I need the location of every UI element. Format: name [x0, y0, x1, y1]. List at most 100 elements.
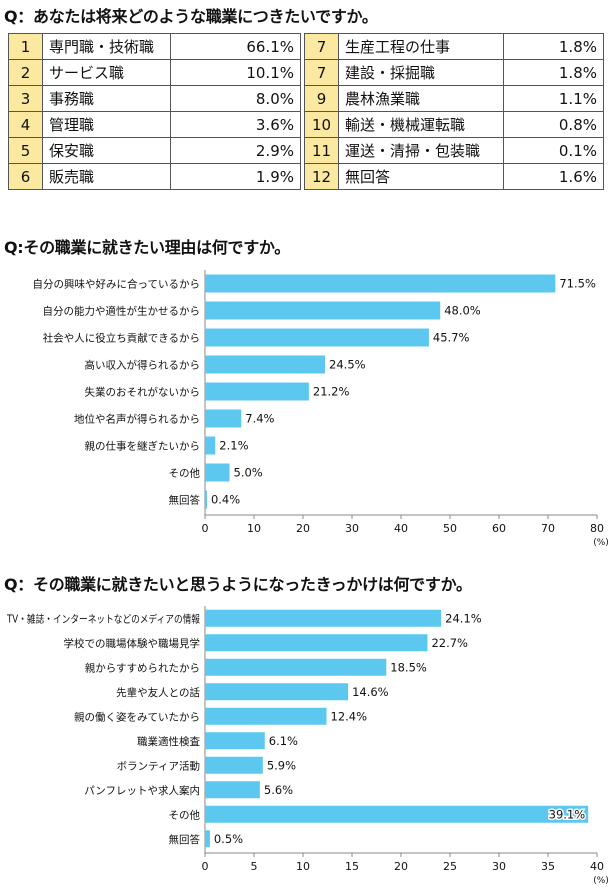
bar — [205, 274, 556, 293]
value-label: 24.5% — [329, 358, 366, 372]
tick-label: 25 — [443, 860, 457, 873]
occupation-name: 専門職・技術職 — [42, 33, 171, 60]
tick-label: 80 — [590, 522, 604, 535]
value-label: 21.2% — [313, 385, 350, 399]
category-label: 職業適性検査 — [137, 735, 200, 748]
tick-label: 20 — [296, 522, 310, 535]
category-label: 無回答 — [169, 494, 201, 507]
bar — [205, 634, 428, 652]
occupation-percent: 1.8% — [503, 33, 604, 60]
value-label: 0.4% — [211, 493, 240, 507]
occupation-percent: 1.6% — [503, 163, 604, 190]
occupation-name: 管理職 — [42, 111, 171, 138]
category-label: 先輩や友人との話 — [116, 686, 200, 699]
occupation-name: サービス職 — [42, 59, 171, 86]
category-label: TV・雑誌・インターネットなどのメディアの情報 — [6, 612, 200, 625]
bar — [205, 436, 216, 455]
rank-number: 6 — [8, 163, 43, 190]
rank-number: 7 — [304, 59, 339, 86]
tick-label: 40 — [590, 860, 604, 873]
value-label: 39.1% — [549, 807, 586, 821]
rank-number: 7 — [304, 33, 339, 60]
rank-number: 11 — [304, 137, 339, 164]
table-row: 1 専門職・技術職 66.1% 7 生産工程の仕事 1.8% — [8, 33, 604, 60]
trigger-bar-chart: TV・雑誌・インターネットなどのメディアの情報 24.1% 学校での職場体験や職場見… — [6, 606, 609, 886]
bar — [205, 658, 387, 676]
bar — [205, 830, 210, 848]
bar — [205, 609, 442, 627]
category-label: 社会や人に役立ち貢献できるから — [43, 332, 200, 345]
value-label: 2.1% — [219, 439, 248, 453]
category-label: 地位や名声が得られるから — [74, 413, 200, 426]
unit-label: (%) — [593, 538, 609, 548]
tick-label: 10 — [247, 522, 261, 535]
occupation-name: 建設・採掘職 — [338, 59, 504, 86]
table-row: 2 サービス職 10.1% 7 建設・採掘職 1.8% — [8, 59, 604, 86]
tick-label: 5 — [251, 860, 258, 873]
occupation-percent: 66.1% — [170, 33, 301, 60]
tick-label: 20 — [394, 860, 408, 873]
rank-number: 9 — [304, 85, 339, 112]
rank-number: 3 — [8, 85, 43, 112]
rank-number: 5 — [8, 137, 43, 164]
q1-title: Q：あなたは将来どのような職業につきたいですか。 — [4, 7, 378, 26]
value-label: 22.7% — [431, 636, 468, 650]
tick-label: 0 — [202, 522, 209, 535]
occupation-percent: 2.9% — [170, 137, 301, 164]
occupation-name: 生産工程の仕事 — [338, 33, 504, 60]
bar — [205, 683, 349, 701]
bar — [205, 781, 260, 799]
value-label: 5.6% — [264, 783, 293, 797]
value-label: 14.6% — [352, 685, 389, 699]
bar — [205, 409, 242, 428]
category-label: 親の働く姿をみていたから — [74, 710, 200, 723]
value-label: 6.1% — [269, 734, 298, 748]
category-label: 失業のおそれがないから — [85, 386, 201, 399]
value-label: 12.4% — [331, 709, 368, 723]
rank-number: 2 — [8, 59, 43, 86]
tick-label: 30 — [345, 522, 359, 535]
value-label: 5.0% — [234, 466, 263, 480]
rank-number: 12 — [304, 163, 339, 190]
occupation-ranking-table: 1 専門職・技術職 66.1% 7 生産工程の仕事 1.8% 2 サービス職 10.1% 7 建設・… — [8, 33, 604, 190]
tick-label: 70 — [541, 522, 555, 535]
bar — [205, 707, 327, 725]
occupation-name: 保安職 — [42, 137, 171, 164]
occupation-name: 運送・清掃・包装職 — [338, 137, 504, 164]
rank-number: 10 — [304, 111, 339, 138]
occupation-name: 農林漁業職 — [338, 85, 504, 112]
tick-label: 40 — [394, 522, 408, 535]
tick-label: 15 — [345, 860, 359, 873]
bar — [205, 328, 429, 347]
table-row: 6 販売職 1.9% 12 無回答 1.6% — [8, 163, 604, 190]
category-label: 学校での職場体験や職場見学 — [64, 637, 201, 650]
value-label: 24.1% — [445, 611, 482, 625]
occupation-percent: 1.8% — [503, 59, 604, 86]
value-label: 0.5% — [214, 832, 243, 846]
bar — [205, 805, 589, 823]
tick-label: 50 — [443, 522, 457, 535]
occupation-name: 販売職 — [42, 163, 171, 190]
bar — [205, 382, 309, 401]
q3-title: Q：その職業に就きたいと思うようになったきっかけは何ですか。 — [4, 575, 472, 594]
value-label: 48.0% — [444, 304, 481, 318]
unit-label: (%) — [593, 876, 609, 886]
bar — [205, 355, 326, 374]
value-label: 18.5% — [390, 660, 427, 674]
rank-number: 4 — [8, 111, 43, 138]
tick-label: 0 — [202, 860, 209, 873]
table-row: 3 事務職 8.0% 9 農林漁業職 1.1% — [8, 85, 604, 112]
tick-label: 35 — [541, 860, 555, 873]
category-label: その他 — [169, 808, 201, 821]
occupation-percent: 0.1% — [503, 137, 604, 164]
category-label: 無回答 — [169, 833, 201, 846]
category-label: 親からすすめられたから — [85, 661, 200, 674]
value-label: 45.7% — [433, 331, 470, 345]
table-row: 5 保安職 2.9% 11 運送・清掃・包装職 0.1% — [8, 137, 604, 164]
value-label: 71.5% — [559, 277, 596, 291]
tick-label: 10 — [296, 860, 310, 873]
bar — [205, 463, 230, 482]
occupation-percent: 1.9% — [170, 163, 301, 190]
category-label: 高い収入が得られるから — [85, 359, 201, 372]
occupation-percent: 10.1% — [170, 59, 301, 86]
